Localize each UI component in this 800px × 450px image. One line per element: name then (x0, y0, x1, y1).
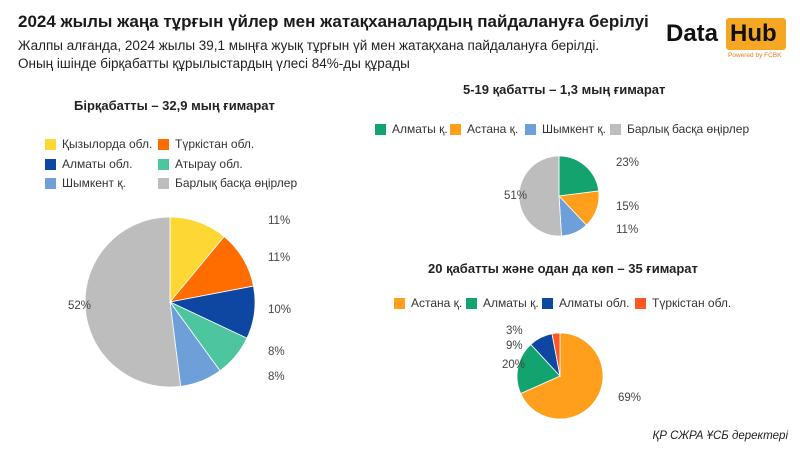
logo-highlight (726, 18, 786, 50)
data-label: 8% (268, 346, 285, 358)
legend-swatch (158, 138, 169, 150)
legend-swatch (375, 123, 386, 135)
legend-item: Алматы обл. (45, 157, 132, 171)
legend-item: Барлық басқа өңірлер (158, 176, 297, 190)
legend-swatch (158, 158, 169, 170)
pie-slice (520, 332, 604, 420)
legend-swatch (45, 158, 56, 170)
data-label: 52% (68, 300, 91, 312)
chart-2-title: 5-19 қабатты – 1,3 мың ғимарат (463, 82, 666, 97)
pie-slice (516, 343, 561, 395)
legend-item: Қызылорда обл. (45, 137, 152, 151)
legend-swatch (45, 138, 56, 150)
data-label: 3% (506, 325, 523, 337)
legend-label: Түркістан обл. (652, 296, 732, 310)
legend-label: Алматы қ. (483, 296, 539, 310)
source-note: ҚР СЖРА ҰСБ деректері (652, 430, 788, 442)
legend-item: Шымкент қ. (525, 122, 606, 136)
data-label: 10% (268, 304, 291, 316)
legend-swatch (394, 297, 405, 309)
legend-item: Алматы қ. (375, 122, 448, 136)
data-label: 23% (616, 157, 639, 169)
legend-label: Астана қ. (411, 296, 463, 310)
legend-label: Астана қ. (467, 122, 519, 136)
data-label: 9% (506, 340, 523, 352)
page-subtitle: Жалпы алғанда, 2024 жылы 39,1 мыңға жуық… (18, 38, 600, 71)
legend-swatch (450, 123, 461, 135)
data-label: 20% (502, 359, 525, 371)
data-label: 8% (268, 371, 285, 383)
legend-swatch (610, 123, 621, 135)
legend-item: Астана қ. (450, 122, 518, 136)
data-label: 11% (268, 215, 290, 227)
chart-3-title: 20 қабатты және одан да көп – 35 ғимарат (428, 261, 698, 276)
data-label: 51% (504, 190, 527, 202)
legend-swatch (542, 297, 553, 309)
legend-label: Түркістан обл. (175, 137, 255, 151)
legend-item: Алматы обл. (542, 296, 629, 310)
pie-slice (558, 155, 600, 197)
logo-word-data: Data (666, 20, 719, 47)
legend-item: Шымкент қ. (45, 176, 126, 190)
legend-swatch (158, 177, 169, 189)
data-label: 15% (616, 201, 639, 213)
data-label: 11% (616, 224, 638, 236)
legend-label: Шымкент қ. (62, 176, 126, 190)
chart-1-title: Бірқабатты – 32,9 мың ғимарат (74, 98, 275, 113)
logo-tagline: Powered by FCBK (728, 52, 782, 59)
legend-item: Атырау обл. (158, 157, 243, 171)
pie-slice (551, 332, 561, 377)
legend-label: Алматы обл. (559, 296, 630, 310)
legend-item: Астана қ. (394, 296, 462, 310)
legend-swatch (466, 297, 477, 309)
pie-slice (518, 155, 562, 237)
legend-label: Алматы қ. (392, 122, 448, 136)
data-label: 69% (618, 392, 641, 404)
legend-label: Барлық басқа өңірлер (175, 176, 298, 190)
legend-label: Атырау обл. (175, 157, 243, 171)
legend-item: Түркістан обл. (158, 137, 254, 151)
legend-swatch (525, 123, 536, 135)
legend-swatch (635, 297, 646, 309)
logo-word-hub: Hub (730, 20, 777, 47)
legend-label: Барлық басқа өңірлер (627, 122, 750, 136)
page-title: 2024 жылы жаңа тұрғын үйлер мен жатақхан… (18, 12, 649, 31)
data-label: 11% (268, 252, 290, 264)
legend-item: Түркістан обл. (635, 296, 731, 310)
legend-item: Алматы қ. (466, 296, 539, 310)
datahub-logo: Data Hub Powered by FCBK (664, 16, 788, 64)
legend-label: Алматы обл. (62, 157, 133, 171)
legend-label: Шымкент қ. (542, 122, 606, 136)
pie-slice (84, 216, 182, 388)
legend-swatch (45, 177, 56, 189)
legend-item: Барлық басқа өңірлер (610, 122, 749, 136)
legend-label: Қызылорда обл. (62, 137, 153, 151)
